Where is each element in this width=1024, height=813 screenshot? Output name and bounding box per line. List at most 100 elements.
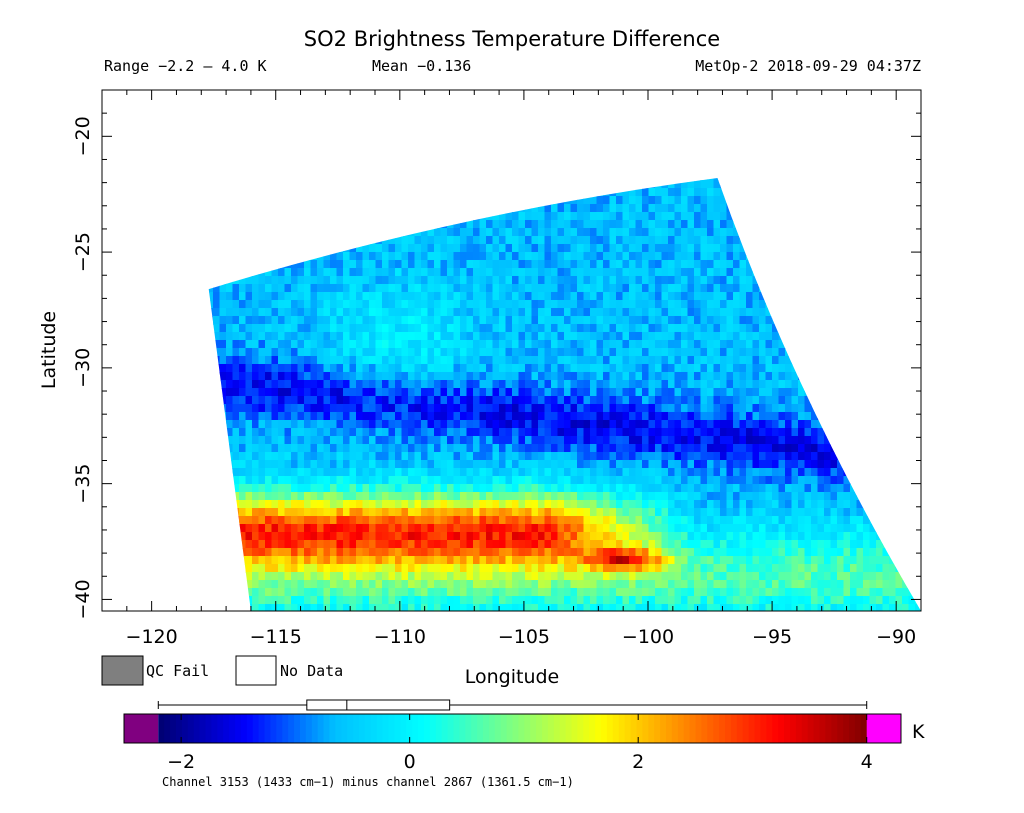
heat-cell [323, 396, 331, 405]
heat-cell [453, 324, 461, 333]
heat-cell [291, 316, 299, 325]
heat-cell [388, 452, 396, 461]
heat-cell [297, 508, 305, 517]
heat-cell [499, 364, 507, 373]
heat-cell [889, 188, 897, 197]
heat-cell [850, 180, 858, 189]
heat-cell [375, 244, 383, 253]
heat-cell [622, 316, 630, 325]
heat-cell [798, 404, 806, 413]
heat-cell [596, 476, 604, 485]
heat-cell [278, 300, 286, 309]
heat-cell [544, 252, 552, 261]
heat-cell [570, 396, 578, 405]
heat-cell [252, 324, 260, 333]
heat-cell [200, 300, 207, 309]
heat-cell [791, 244, 799, 253]
heat-cell [590, 484, 598, 493]
heat-cell [603, 177, 611, 181]
heat-cell [330, 204, 338, 213]
heat-cell [856, 196, 864, 205]
heat-cell [889, 372, 897, 381]
heat-cell [258, 364, 266, 373]
heat-cell [824, 380, 832, 389]
heat-cell [674, 452, 682, 461]
heat-cell [310, 452, 318, 461]
heat-cell [655, 196, 663, 205]
heat-cell [336, 404, 344, 413]
heat-cell [388, 188, 396, 197]
heat-cell [486, 516, 494, 525]
heat-cell [395, 316, 403, 325]
heat-cell [609, 292, 617, 301]
heat-cell [843, 492, 851, 501]
heat-cell [239, 324, 247, 333]
heat-cell [590, 508, 598, 517]
heat-cell [525, 332, 533, 341]
heat-cell [239, 388, 247, 397]
heat-cell [408, 220, 416, 229]
heat-cell [460, 276, 468, 285]
heat-cell [739, 468, 747, 477]
heat-cell [369, 508, 377, 517]
heat-cell [902, 436, 910, 445]
heat-cell [208, 268, 214, 277]
heat-cell [596, 332, 604, 341]
heat-cell [616, 244, 624, 253]
heat-cell [414, 468, 422, 477]
heat-cell [460, 452, 468, 461]
heat-cell [655, 404, 663, 413]
heat-cell [330, 236, 338, 245]
heat-cell [668, 356, 676, 365]
heat-cell [752, 308, 760, 317]
heat-cell [382, 284, 390, 293]
heat-cell [395, 396, 403, 405]
heat-cell [349, 188, 357, 197]
heat-cell [570, 244, 578, 253]
heat-cell [778, 348, 786, 357]
heat-cell [850, 212, 858, 221]
heat-cell [252, 228, 260, 237]
heat-cell [486, 452, 494, 461]
heat-cell [843, 396, 851, 405]
heat-cell [824, 404, 832, 413]
heat-cell [200, 268, 207, 277]
heat-cell [570, 524, 578, 533]
heat-cell [362, 244, 370, 253]
heat-cell [876, 228, 884, 237]
heat-cell [713, 420, 721, 429]
heat-cell [317, 300, 325, 309]
heat-cell [590, 332, 598, 341]
heat-cell [895, 372, 903, 381]
heat-cell [369, 244, 377, 253]
heat-cell [208, 508, 214, 517]
heat-cell [343, 188, 351, 197]
heat-cell [239, 340, 247, 349]
heat-cell [564, 516, 572, 525]
heat-cell [707, 444, 715, 453]
heat-cell [531, 188, 539, 197]
heat-cell [655, 484, 663, 493]
heat-cell [226, 468, 234, 477]
heat-cell [739, 236, 747, 245]
heat-cell [843, 364, 851, 373]
heat-cell [434, 252, 442, 261]
heat-cell [674, 292, 682, 301]
heat-cell [460, 468, 468, 477]
heat-cell [245, 348, 253, 357]
heat-cell [200, 412, 207, 421]
heat-cell [622, 212, 630, 221]
heat-cell [551, 220, 559, 229]
heat-cell [330, 500, 338, 509]
heat-cell [466, 316, 474, 325]
heat-cell [343, 396, 351, 405]
heat-cell [895, 340, 903, 349]
heat-cell [219, 228, 227, 237]
heat-cell [746, 268, 754, 277]
heat-cell [362, 228, 370, 237]
heat-cell [531, 468, 539, 477]
heat-cell [200, 340, 207, 349]
heat-cell [648, 484, 656, 493]
heat-cell [570, 372, 578, 381]
heat-cell [661, 180, 669, 189]
